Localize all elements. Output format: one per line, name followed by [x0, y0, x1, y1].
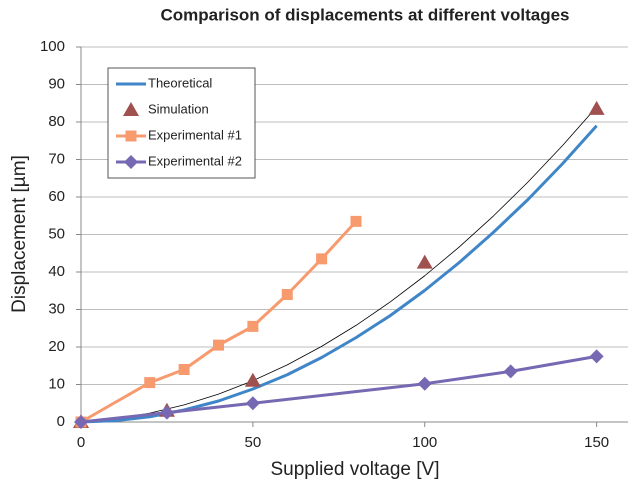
marker	[144, 377, 156, 389]
marker	[213, 339, 224, 351]
legend-label: Simulation	[148, 101, 209, 116]
legend-marker	[125, 130, 137, 142]
y-tick-label: 50	[48, 225, 65, 242]
marker	[159, 405, 174, 420]
x-axis-title: Supplied voltage [V]	[270, 459, 439, 480]
y-tick-label: 80	[48, 113, 65, 130]
y-axis-title: Displacement [µm]	[9, 155, 30, 313]
y-tick-label: 90	[48, 75, 65, 92]
marker	[247, 320, 259, 332]
x-tick-label: 50	[245, 434, 262, 451]
marker	[503, 364, 518, 379]
y-tick-label: 40	[48, 263, 65, 280]
marker	[350, 215, 362, 227]
y-tick-label: 70	[48, 150, 65, 167]
marker	[417, 376, 432, 391]
marker	[589, 349, 604, 364]
legend-label: Experimental #1	[148, 127, 242, 142]
marker	[588, 100, 605, 115]
series-line	[80, 354, 597, 424]
y-tick-label: 100	[40, 38, 65, 55]
marker	[244, 372, 261, 387]
x-tick-label: 0	[77, 434, 85, 451]
marker	[178, 364, 190, 375]
y-tick-label: 20	[48, 338, 65, 355]
y-tick-label: 60	[48, 188, 65, 205]
legend-marker	[124, 155, 138, 169]
marker	[416, 254, 433, 269]
legend-label: Theoretical	[148, 75, 212, 90]
legend-marker	[123, 102, 139, 116]
y-tick-label: 30	[48, 300, 65, 317]
marker	[245, 396, 260, 411]
marker	[316, 253, 328, 265]
x-tick-label: 150	[584, 434, 609, 451]
series-line	[80, 220, 358, 424]
y-tick-label: 0	[57, 413, 65, 430]
y-tick-label: 10	[48, 375, 65, 392]
marker	[74, 415, 88, 429]
x-tick-label: 100	[412, 434, 437, 451]
chart-title: Comparison of displacements at different…	[160, 5, 569, 24]
legend: Theoretical Simulation Experimental #1 Expe…	[107, 67, 256, 179]
marker	[281, 289, 293, 300]
legend-label: Experimental #2	[148, 153, 242, 168]
